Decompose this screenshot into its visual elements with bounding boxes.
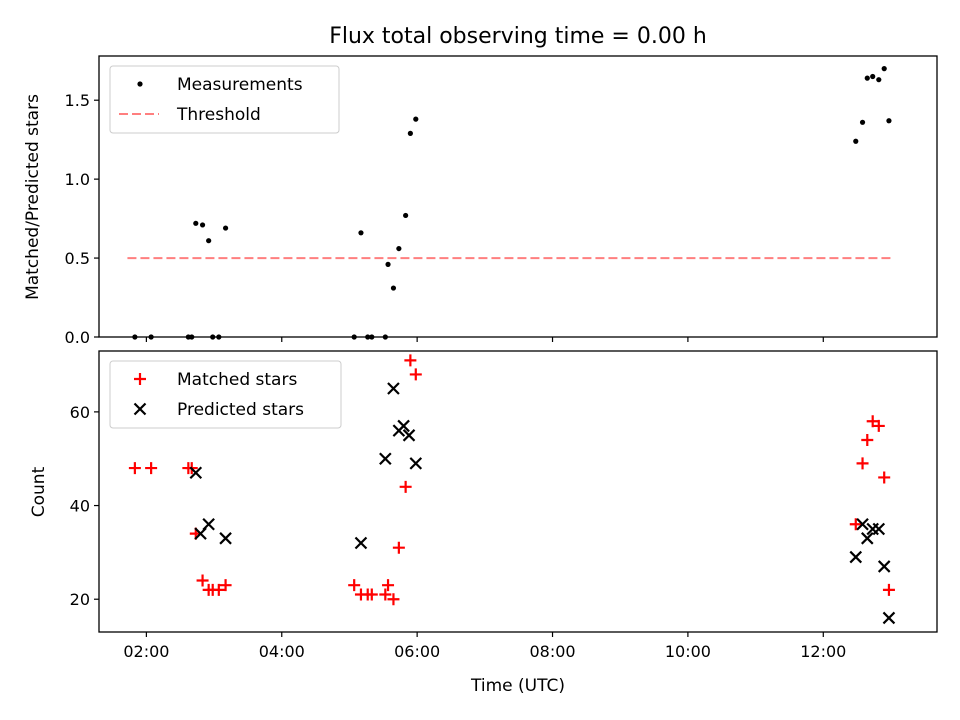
data-point	[877, 560, 891, 573]
data-point	[219, 579, 232, 592]
x-tick-label: 08:00	[529, 642, 575, 661]
data-point	[379, 588, 392, 601]
data-point	[882, 583, 895, 596]
data-point	[199, 222, 206, 228]
x-tick-label: 12:00	[800, 642, 846, 661]
data-point	[128, 462, 141, 475]
data-point	[206, 238, 212, 244]
data-point	[859, 119, 866, 125]
chart-title: Flux total observing time = 0.00 h	[329, 24, 707, 49]
data-point	[222, 225, 229, 231]
data-point	[387, 382, 400, 395]
bottom-series-predicted-stars	[189, 382, 896, 625]
data-point	[872, 419, 885, 432]
data-point	[409, 368, 422, 381]
legend-label: Threshold	[176, 105, 261, 125]
data-point	[853, 138, 859, 144]
top-series-measurements	[132, 66, 892, 340]
data-point	[379, 452, 392, 465]
data-point	[399, 480, 412, 493]
data-point	[870, 73, 876, 80]
top-y-axis-label: Matched/Predicted stars	[23, 94, 43, 300]
legend-marker	[137, 81, 143, 87]
data-point	[861, 532, 874, 545]
data-point	[397, 419, 410, 433]
legend-box	[109, 360, 342, 429]
data-point	[861, 433, 874, 446]
data-point	[390, 285, 397, 291]
y-tick-label: 0.0	[65, 328, 90, 347]
top-panel	[94, 55, 938, 342]
data-point	[849, 550, 863, 564]
x-axis-label: Time (UTC)	[470, 676, 565, 696]
data-point	[886, 118, 892, 124]
data-point	[881, 66, 887, 72]
data-point	[202, 518, 215, 531]
data-point	[856, 457, 869, 470]
x-tick-label: 10:00	[665, 642, 711, 661]
data-point	[219, 532, 232, 545]
data-point	[348, 579, 361, 592]
y-tick-label: 1.5	[65, 91, 90, 110]
data-point	[396, 245, 402, 252]
data-point	[382, 579, 395, 592]
data-point	[403, 212, 409, 219]
bottom-series-matched-stars	[128, 354, 895, 606]
y-tick-label: 60	[70, 403, 90, 422]
data-point	[864, 75, 870, 81]
data-point	[212, 583, 225, 596]
top-axes-frame	[98, 55, 938, 338]
y-tick-label: 1.0	[65, 170, 90, 189]
data-point	[385, 261, 391, 267]
legend-label: Matched stars	[177, 370, 297, 390]
legend-marker	[134, 373, 146, 385]
bottom-axes-frame	[98, 350, 938, 633]
y-tick-label: 0.5	[65, 249, 90, 268]
data-point	[849, 518, 862, 531]
y-tick-label: 20	[70, 590, 90, 609]
data-point	[358, 230, 364, 236]
bottom-panel	[94, 350, 938, 637]
legend-label: Predicted stars	[177, 400, 304, 420]
plot-layer: 0.0 0.5 1.0 1.5 Measurements Threshold 20 40 60 0…	[65, 55, 938, 661]
x-tick-label: 02:00	[123, 642, 169, 661]
x-tick-label: 06:00	[394, 642, 440, 661]
legend-box	[109, 65, 340, 134]
data-point	[145, 462, 158, 475]
data-point	[866, 415, 879, 428]
top-legend	[109, 65, 340, 134]
data-point	[189, 466, 203, 480]
data-point	[872, 522, 886, 536]
data-point	[404, 354, 417, 367]
data-point	[856, 518, 869, 531]
legend-label: Measurements	[177, 75, 303, 95]
data-point	[196, 574, 209, 587]
bottom-y-axis-label: Count	[29, 466, 49, 517]
data-point	[876, 77, 882, 83]
data-point	[387, 593, 400, 606]
data-point	[409, 457, 423, 470]
data-point	[354, 536, 368, 550]
x-tick-label: 04:00	[259, 642, 305, 661]
legend-marker	[133, 402, 147, 416]
data-point	[407, 130, 413, 136]
data-point	[193, 220, 199, 226]
bottom-legend	[109, 360, 342, 429]
y-tick-label: 40	[70, 497, 90, 516]
data-point	[392, 541, 405, 554]
data-point	[882, 611, 896, 625]
data-point	[365, 588, 378, 601]
data-point	[402, 429, 416, 442]
data-point	[878, 471, 891, 484]
data-point	[413, 116, 419, 122]
